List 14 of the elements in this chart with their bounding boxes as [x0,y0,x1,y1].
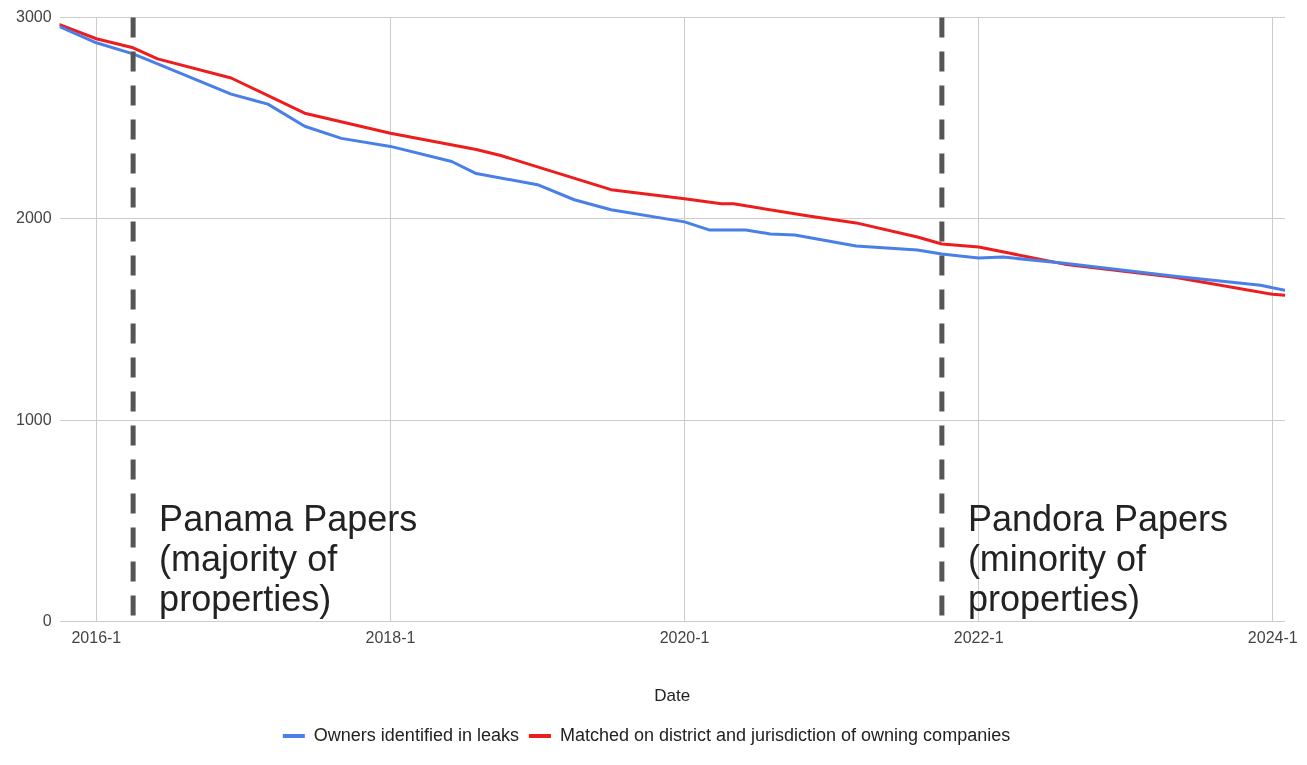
y-tick-label: 3000 [16,8,52,26]
legend-label: Matched on district and jurisdiction of owning companies [559,724,1011,745]
x-axis-title: Date [654,686,691,706]
y-tick-label: 0 [42,611,52,629]
x-tick-label: 2018-1 [365,629,416,647]
x-tick-label: 2024-1 [1247,629,1298,647]
legend-label: Owners identified in leaks [313,724,519,745]
y-tick-label: 1000 [16,410,52,428]
ref-line-label: Pandora Papers (minority of properties) [967,498,1229,620]
x-tick-label: 2022-1 [953,629,1004,647]
ref-line-label: Panama Papers (majority of properties) [159,498,418,620]
x-tick-label: 2020-1 [659,629,710,647]
y-tick-label: 2000 [16,209,52,227]
x-tick-label: 2016-1 [71,629,122,647]
